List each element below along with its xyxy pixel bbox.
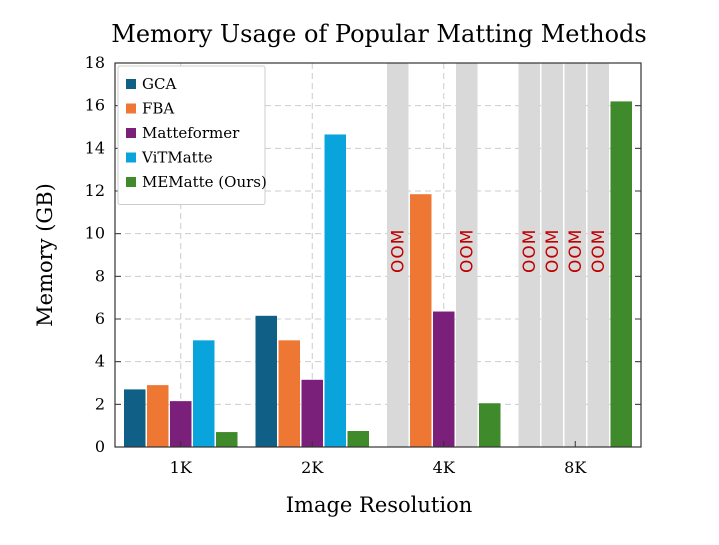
y-axis-label: Memory (GB) xyxy=(33,183,57,327)
oom-band xyxy=(587,63,609,447)
legend-swatch xyxy=(126,103,136,114)
y-tick-label: 16 xyxy=(85,96,105,115)
y-tick-label: 6 xyxy=(95,309,105,328)
y-tick-label: 18 xyxy=(85,53,105,72)
bar xyxy=(147,385,169,447)
y-tick-label: 10 xyxy=(85,224,105,243)
y-tick-label: 8 xyxy=(95,266,105,285)
bar xyxy=(216,432,238,447)
legend-swatch xyxy=(126,152,136,163)
bar xyxy=(301,379,323,447)
y-tick-label: 0 xyxy=(95,437,105,456)
legend-box xyxy=(117,65,266,205)
oom-label: OOM xyxy=(589,229,609,273)
bar xyxy=(433,311,455,447)
legend-entry: ViTMatte xyxy=(141,149,213,167)
oom-label: OOM xyxy=(543,229,563,273)
legend-swatch xyxy=(126,177,136,187)
x-tick-label: 1K xyxy=(170,458,193,477)
legend: GCA FBA Matteformer ViTMatte MEMatte (Ours) xyxy=(117,65,267,205)
plot-frame xyxy=(114,62,642,448)
legend-entry: FBA xyxy=(142,100,174,118)
y-tick-label: 12 xyxy=(85,181,105,200)
bar xyxy=(324,134,346,447)
y-tick-label: 4 xyxy=(95,352,105,371)
chart-title: Memory Usage of Popular Matting Methods xyxy=(111,20,647,48)
bars xyxy=(124,101,632,448)
legend-entry: GCA xyxy=(142,75,176,93)
oom-band xyxy=(541,63,563,447)
axes: 0 2 4 6 8 10 12 14 16 18 1K 2K 4K 8K xyxy=(85,53,642,477)
bar xyxy=(255,315,277,447)
y-tick-label: 14 xyxy=(85,138,105,157)
oom-label: OOM xyxy=(566,229,586,273)
legend-entry: Matteformer xyxy=(142,124,240,142)
bar xyxy=(278,340,300,447)
legend-swatch xyxy=(126,79,136,89)
x-tick-label: 8K xyxy=(564,458,587,477)
bar xyxy=(479,403,501,447)
legend-entry: MEMatte (Ours) xyxy=(142,173,267,191)
oom-band xyxy=(564,63,586,447)
x-axis-label: Image Resolution xyxy=(286,493,473,517)
oom-label: OOM xyxy=(520,229,540,273)
oom-label: OOM xyxy=(389,229,409,273)
x-tick-label: 4K xyxy=(433,458,456,477)
bar xyxy=(347,431,369,447)
oom-band xyxy=(387,63,409,447)
oom-label: OOM xyxy=(458,229,478,273)
legend-swatch xyxy=(126,128,136,138)
bar xyxy=(410,194,432,447)
bar xyxy=(124,389,146,447)
oom-band xyxy=(518,63,540,447)
oom-band xyxy=(456,63,478,447)
x-tick-label: 2K xyxy=(301,458,324,477)
oom-markers: OOM OOM OOM OOM OOM OOM xyxy=(387,63,609,447)
y-tick-label: 2 xyxy=(95,394,105,413)
bar xyxy=(193,340,215,447)
bar xyxy=(610,101,632,448)
bar xyxy=(170,401,192,447)
